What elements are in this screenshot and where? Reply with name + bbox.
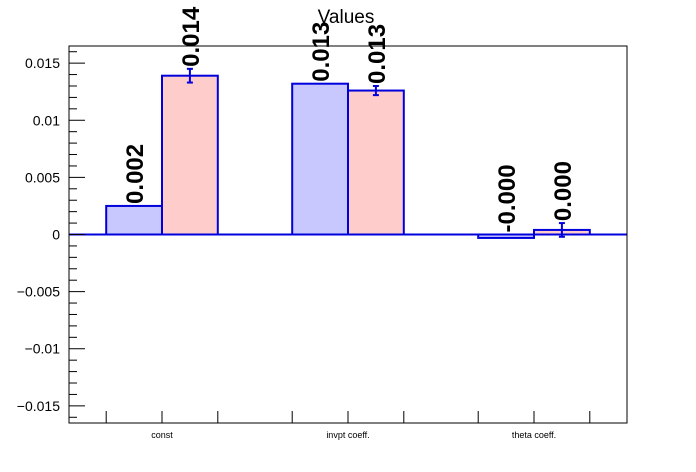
y-tick-label: −0.005 bbox=[17, 284, 60, 300]
bar-2-invpt-coeff- bbox=[347, 89, 405, 236]
data-label: 0.000 bbox=[550, 161, 577, 221]
chart-title: Values bbox=[318, 7, 375, 28]
bar-1-const bbox=[105, 204, 163, 236]
bar-1-invpt-coeff- bbox=[291, 82, 350, 236]
y-tick-label: −0.01 bbox=[25, 341, 61, 357]
data-label: 0.013 bbox=[364, 24, 391, 84]
data-label: 0.002 bbox=[122, 144, 149, 204]
x-tick-label: invpt coeff. bbox=[326, 430, 369, 440]
y-tick-label: 0.015 bbox=[25, 55, 60, 71]
data-label: -0.000 bbox=[494, 164, 521, 232]
y-tick-label: 0.01 bbox=[33, 112, 60, 128]
y-tick-label: 0.005 bbox=[25, 169, 60, 185]
data-labels: 0.002 0.013 -0.000 0.014 0.013 0.000 bbox=[122, 6, 577, 232]
y-axis: −0.015 −0.01 −0.005 0 0.005 0.01 0.015 const inv… bbox=[17, 51, 591, 440]
y-tick-label: 0 bbox=[52, 227, 60, 243]
data-label: 0.014 bbox=[178, 6, 205, 67]
x-tick-label: theta coeff. bbox=[512, 430, 556, 440]
bar-2-const bbox=[161, 74, 219, 236]
plot-frame bbox=[68, 45, 628, 424]
data-label: 0.013 bbox=[308, 22, 335, 82]
y-tick-label: −0.015 bbox=[17, 398, 60, 414]
bars-layer bbox=[69, 67, 627, 239]
x-tick-label: const bbox=[151, 430, 173, 440]
